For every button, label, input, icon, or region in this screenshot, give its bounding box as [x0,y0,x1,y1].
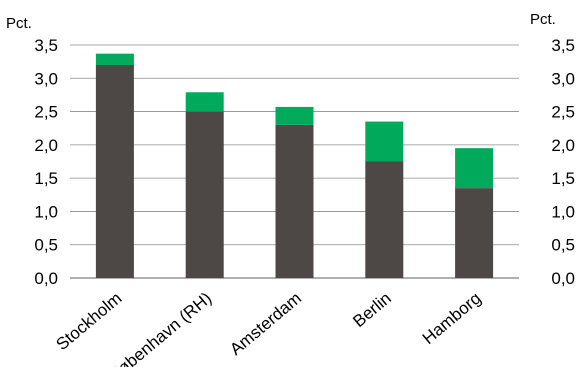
category-label: Hamborg [419,289,485,348]
right-y-tick-label: 0,5 [551,236,575,255]
right-y-axis: 0,0 0,5 1,0 1,5 2,0 2,5 3,0 3,5 [551,36,575,288]
bar-top-segment [455,148,494,189]
category-label: Berlin [349,289,395,331]
bar-base-segment [95,64,134,278]
bar-base-segment [455,188,494,278]
right-y-tick-label: 2,0 [551,136,575,155]
bar-top-segment [95,53,134,65]
left-y-tick-label: 2,5 [34,103,58,122]
right-y-tick-label: 2,5 [551,103,575,122]
left-y-tick-label: 0,5 [34,236,58,255]
right-y-tick-label: 1,5 [551,169,575,188]
right-y-tick-label: 3,0 [551,69,575,88]
right-y-tick-label: 0,0 [551,269,575,288]
bar-top-segment [275,106,314,125]
left-y-tick-label: 1,0 [34,202,58,221]
bar-base-segment [365,161,404,278]
category-label: Amsterdam [226,289,305,359]
bars [95,53,494,278]
right-y-tick-label: 1,0 [551,202,575,221]
left-y-tick-label: 3,0 [34,69,58,88]
bar-top-segment [185,92,224,112]
bar-base-segment [185,111,224,278]
left-y-tick-label: 0,0 [34,269,58,288]
left-y-axis: 0,0 0,5 1,0 1,5 2,0 2,5 3,0 3,5 [34,36,58,288]
left-y-tick-label: 1,5 [34,169,58,188]
bar-top-segment [365,121,404,162]
left-y-tick-label: 2,0 [34,136,58,155]
category-label: Stockholm [52,289,125,355]
left-axis-unit-label: Pct. [6,15,32,32]
bar-base-segment [275,124,314,278]
right-axis-unit-label: Pct. [530,11,556,28]
right-y-tick-label: 3,5 [551,36,575,55]
left-y-tick-label: 3,5 [34,36,58,55]
